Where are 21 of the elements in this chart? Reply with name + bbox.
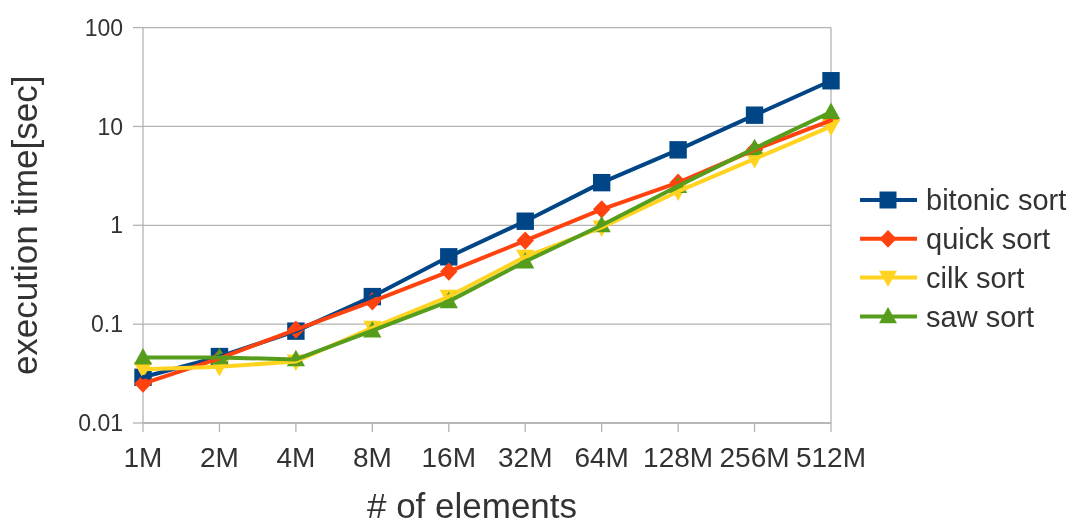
x-tick-label: 4M bbox=[276, 442, 316, 473]
y-tick-label: 1 bbox=[110, 212, 123, 239]
legend-label: quick sort bbox=[926, 222, 1051, 255]
x-tick-label: 512M bbox=[795, 442, 867, 473]
y-axis-title: execution time[sec] bbox=[5, 75, 44, 376]
y-tick-label: 10 bbox=[97, 113, 123, 140]
x-tick-label: 2M bbox=[199, 442, 239, 473]
x-tick-label: 32M bbox=[497, 442, 553, 473]
legend-label: bitonic sort bbox=[926, 184, 1067, 217]
y-tick-label: 0.01 bbox=[78, 410, 123, 437]
legend-label: saw sort bbox=[926, 300, 1034, 333]
x-tick-label: 256M bbox=[719, 442, 790, 473]
x-tick-label: 128M bbox=[643, 442, 714, 473]
x-tick-label: 8M bbox=[352, 442, 392, 473]
x-axis-title: # of elements bbox=[366, 486, 578, 525]
x-tick-label: 1M bbox=[123, 442, 163, 473]
y-tick-label: 100 bbox=[84, 14, 123, 41]
x-tick-label: 16M bbox=[421, 442, 477, 473]
legend-label: cilk sort bbox=[926, 261, 1025, 294]
x-tick-label: 64M bbox=[574, 442, 629, 473]
y-tick-label: 0.1 bbox=[91, 311, 123, 338]
